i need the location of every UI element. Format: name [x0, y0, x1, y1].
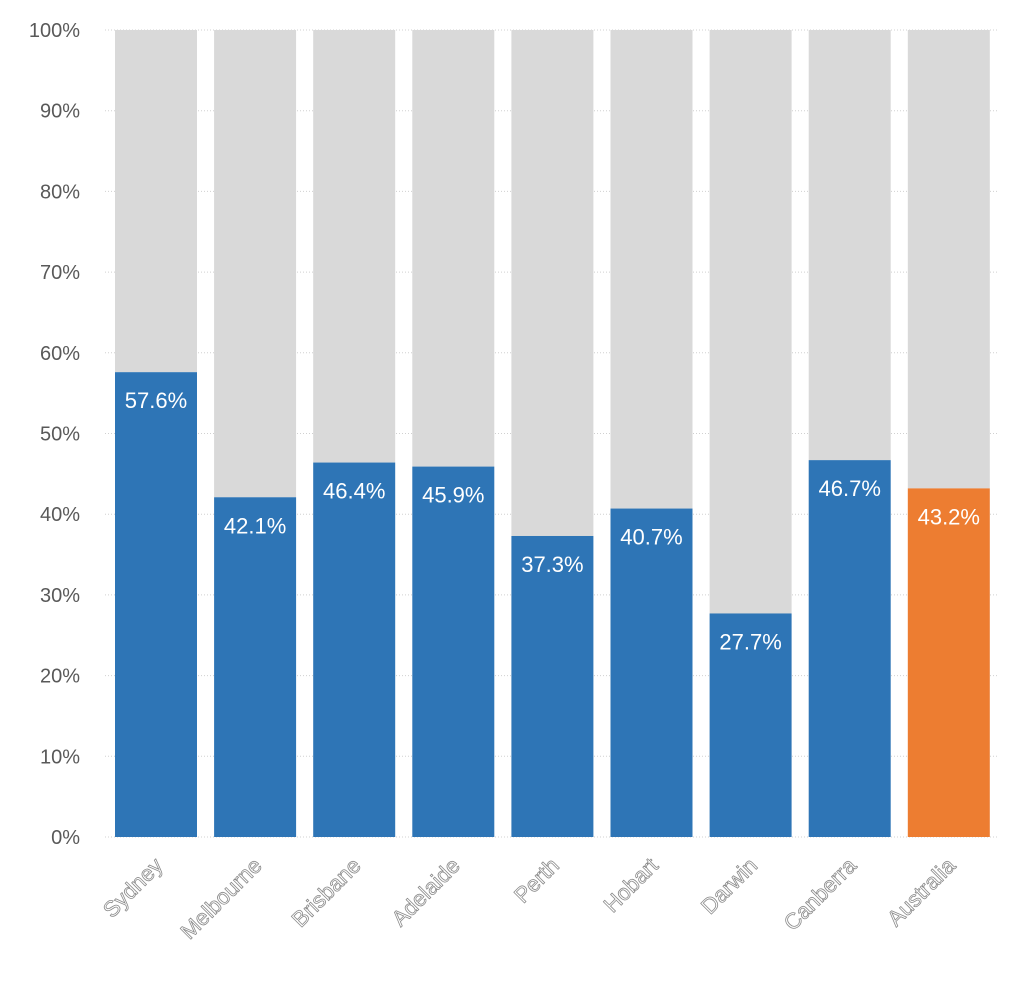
bar-sydney [115, 372, 197, 837]
bar-canberra [808, 460, 891, 837]
data-label-melbourne: 42.1% [224, 513, 286, 538]
data-label-hobart: 40.7% [620, 525, 682, 550]
x-tick-label-melbourne: Melbourne [175, 853, 266, 944]
data-label-canberra: 46.7% [819, 476, 881, 501]
y-tick-label: 60% [40, 343, 80, 365]
bar-remainder-perth [511, 30, 594, 536]
bar-remainder-melbourne [214, 30, 297, 498]
bar-remainder-brisbane [313, 30, 396, 463]
y-tick-label: 100% [29, 20, 80, 42]
y-tick-label: 40% [40, 504, 80, 526]
x-tick-label-sydney: Sydney [98, 853, 168, 923]
data-labels: 57.6% 42.1% 46.4% 45.9% 37.3% 40.7% 27.7% 46.7%… [125, 388, 980, 654]
bars [115, 30, 990, 837]
bar-adelaide [412, 466, 495, 837]
data-label-adelaide: 45.9% [422, 483, 484, 508]
x-tick-label-canberra: Canberra [779, 852, 862, 935]
y-tick-label: 20% [40, 666, 80, 688]
bar-remainder-adelaide [412, 30, 495, 467]
x-tick-label-adelaide: Adelaide [387, 853, 465, 931]
bar-perth [511, 535, 594, 837]
x-tick-label-darwin: Darwin [696, 853, 762, 919]
bar-brisbane [313, 462, 396, 837]
data-label-sydney: 57.6% [125, 388, 187, 413]
x-tick-label-hobart: Hobart [599, 853, 663, 917]
y-tick-label: 50% [40, 424, 80, 446]
bar-remainder-sydney [115, 30, 197, 373]
y-tick-label: 90% [40, 101, 80, 123]
bar-remainder-australia [907, 30, 990, 489]
data-label-darwin: 27.7% [719, 629, 781, 654]
y-tick-label: 30% [40, 585, 80, 607]
x-tick-label-perth: Perth [509, 853, 564, 908]
x-tick-label-brisbane: Brisbane [287, 853, 366, 932]
x-tick-label-australia: Australia [882, 852, 961, 931]
y-tick-label: 70% [40, 262, 80, 284]
y-tick-label: 10% [40, 746, 80, 768]
bar-remainder-canberra [808, 30, 891, 461]
data-label-perth: 37.3% [521, 552, 583, 577]
y-tick-label: 0% [51, 827, 80, 849]
x-axis: Sydney Melbourne Brisbane Adelaide Perth Hoba… [98, 852, 962, 945]
bar-australia [907, 488, 990, 837]
bar-remainder-hobart [610, 30, 693, 509]
bar-hobart [610, 508, 693, 837]
bar-remainder-darwin [709, 30, 792, 614]
data-label-brisbane: 46.4% [323, 479, 385, 504]
y-axis: 0% 10% 20% 30% 40% 50% 60% 70% 80% 90% 100% [29, 20, 80, 849]
bar-melbourne [214, 497, 297, 837]
y-tick-label: 80% [40, 181, 80, 203]
bar-darwin [709, 613, 792, 837]
data-label-australia: 43.2% [918, 504, 980, 529]
